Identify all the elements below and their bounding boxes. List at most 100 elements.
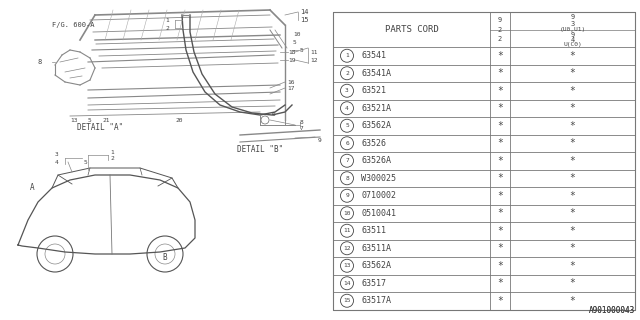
Text: *: * xyxy=(570,261,575,271)
Text: 3: 3 xyxy=(55,153,59,157)
Text: 1: 1 xyxy=(165,18,169,22)
Text: 20: 20 xyxy=(175,117,182,123)
Text: *: * xyxy=(497,296,503,306)
Text: 9: 9 xyxy=(498,17,502,23)
Text: *: * xyxy=(570,103,575,113)
Text: 2: 2 xyxy=(498,36,502,42)
Text: A901000043: A901000043 xyxy=(589,306,635,315)
Text: 0510041: 0510041 xyxy=(361,209,396,218)
Text: 63511: 63511 xyxy=(361,226,386,235)
Text: *: * xyxy=(497,173,503,183)
Text: F/G. 600-A: F/G. 600-A xyxy=(52,22,95,28)
Text: *: * xyxy=(570,296,575,306)
Text: 9: 9 xyxy=(345,193,349,198)
Text: 63526A: 63526A xyxy=(361,156,391,165)
Text: *: * xyxy=(570,243,575,253)
Text: *: * xyxy=(570,226,575,236)
Text: A901000043: A901000043 xyxy=(589,306,635,315)
Text: 63541A: 63541A xyxy=(361,69,391,78)
Text: 2: 2 xyxy=(345,71,349,76)
Text: 5: 5 xyxy=(293,39,297,44)
Text: *: * xyxy=(570,121,575,131)
Text: *: * xyxy=(570,68,575,78)
Text: 7: 7 xyxy=(300,125,304,131)
Text: 2: 2 xyxy=(165,26,169,30)
Text: 9: 9 xyxy=(570,14,575,20)
Text: *: * xyxy=(497,261,503,271)
Text: DETAIL "A": DETAIL "A" xyxy=(77,124,123,132)
Text: 15: 15 xyxy=(300,17,308,23)
Text: 63562A: 63562A xyxy=(361,261,391,270)
Text: 1: 1 xyxy=(345,53,349,58)
Text: 19: 19 xyxy=(288,58,296,62)
Text: 18: 18 xyxy=(288,50,296,54)
Text: 2: 2 xyxy=(110,156,114,162)
Text: 15: 15 xyxy=(343,298,351,303)
Text: 21: 21 xyxy=(102,117,109,123)
Text: *: * xyxy=(497,226,503,236)
Text: PARTS CORD: PARTS CORD xyxy=(385,25,438,34)
Text: *: * xyxy=(570,278,575,288)
Text: 63541: 63541 xyxy=(361,51,386,60)
Text: *: * xyxy=(497,138,503,148)
Text: 11: 11 xyxy=(310,50,317,54)
Text: *: * xyxy=(497,103,503,113)
Text: *: * xyxy=(497,121,503,131)
Text: *: * xyxy=(570,51,575,61)
Text: 4: 4 xyxy=(570,37,575,43)
Text: 17: 17 xyxy=(287,85,294,91)
Text: 5: 5 xyxy=(300,47,304,52)
Text: 9: 9 xyxy=(570,32,575,38)
Text: 0710002: 0710002 xyxy=(361,191,396,200)
Text: 5: 5 xyxy=(84,159,88,164)
Text: *: * xyxy=(497,208,503,218)
Text: U(C0): U(C0) xyxy=(563,42,582,47)
Text: 2: 2 xyxy=(498,27,502,33)
Text: *: * xyxy=(497,86,503,96)
Text: (U0,U1): (U0,U1) xyxy=(559,27,586,32)
Text: *: * xyxy=(570,191,575,201)
Text: 4: 4 xyxy=(345,106,349,111)
Text: 63511A: 63511A xyxy=(361,244,391,253)
Text: 12: 12 xyxy=(343,246,351,251)
Text: 13: 13 xyxy=(70,117,77,123)
Text: 8: 8 xyxy=(345,176,349,181)
Text: 9: 9 xyxy=(318,138,322,142)
Text: *: * xyxy=(570,138,575,148)
Text: *: * xyxy=(497,156,503,166)
Text: W300025: W300025 xyxy=(361,174,396,183)
Text: *: * xyxy=(497,68,503,78)
Text: 1: 1 xyxy=(110,149,114,155)
Text: 5: 5 xyxy=(345,123,349,128)
Text: *: * xyxy=(497,191,503,201)
Text: 12: 12 xyxy=(310,58,317,62)
Text: 3: 3 xyxy=(345,88,349,93)
Text: *: * xyxy=(570,156,575,166)
Text: *: * xyxy=(570,86,575,96)
Text: 8: 8 xyxy=(300,119,304,124)
Text: 13: 13 xyxy=(343,263,351,268)
Text: *: * xyxy=(570,208,575,218)
Text: 14: 14 xyxy=(300,9,308,15)
Bar xyxy=(333,12,635,309)
Text: 63517A: 63517A xyxy=(361,296,391,305)
Text: 63517: 63517 xyxy=(361,279,386,288)
Text: 10: 10 xyxy=(343,211,351,216)
Text: *: * xyxy=(497,51,503,61)
Text: B: B xyxy=(162,253,166,262)
Text: 6: 6 xyxy=(272,113,276,117)
Text: 63521: 63521 xyxy=(361,86,386,95)
Text: 6: 6 xyxy=(345,141,349,146)
Text: 8: 8 xyxy=(38,59,42,65)
Text: 3: 3 xyxy=(570,21,575,27)
Text: *: * xyxy=(570,173,575,183)
Text: 5: 5 xyxy=(88,117,92,123)
Text: 63526: 63526 xyxy=(361,139,386,148)
Text: 14: 14 xyxy=(343,281,351,286)
Text: 7: 7 xyxy=(345,158,349,163)
Text: A: A xyxy=(30,182,35,191)
Text: 63562A: 63562A xyxy=(361,121,391,130)
Text: 63521A: 63521A xyxy=(361,104,391,113)
Text: *: * xyxy=(497,278,503,288)
Text: DETAIL "B": DETAIL "B" xyxy=(237,146,283,155)
